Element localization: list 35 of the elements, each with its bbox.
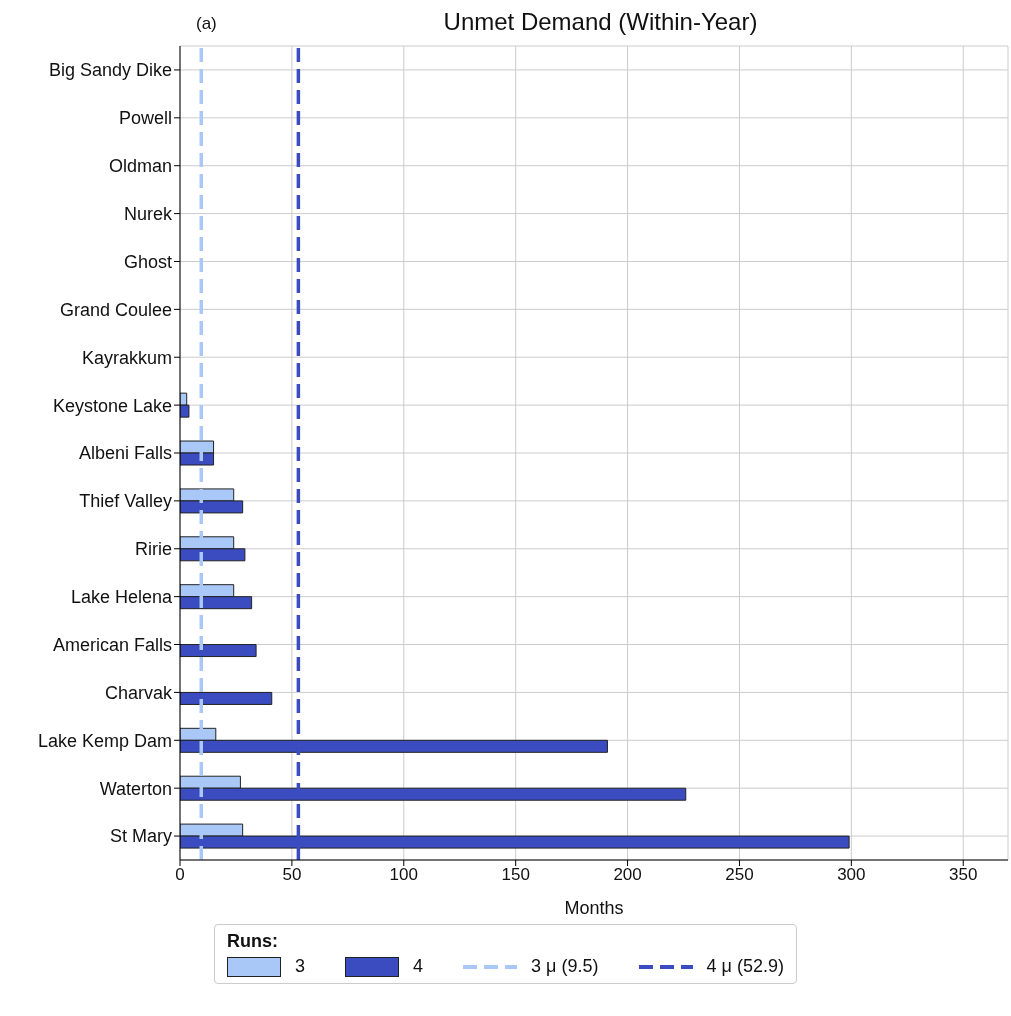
y-tick-label: Nurek bbox=[123, 203, 173, 224]
y-tick-label: St Mary bbox=[109, 826, 172, 847]
y-tick-label: Powell bbox=[118, 108, 172, 129]
chart-title: Unmet Demand (Within-Year) bbox=[443, 8, 758, 35]
legend-title: Runs: bbox=[227, 931, 280, 952]
x-tick-label: 200 bbox=[613, 865, 642, 885]
x-tick-label: 100 bbox=[389, 865, 418, 885]
y-tick-label: Thief Valley bbox=[79, 491, 172, 512]
bar bbox=[180, 691, 273, 705]
y-tick-label: American Falls bbox=[52, 634, 172, 655]
y-tick-label: Big Sandy Dike bbox=[48, 60, 172, 81]
y-tick-label: Keystone Lake bbox=[52, 395, 172, 416]
y-tick-label: Oldman bbox=[108, 156, 172, 177]
y-tick-label: Lake Helena bbox=[70, 587, 173, 608]
y-tick-label: Lake Kemp Dam bbox=[37, 730, 172, 751]
y-tick-label: Ghost bbox=[123, 251, 172, 272]
y-tick-label: Charvak bbox=[104, 682, 173, 703]
legend-label: 4 μ (52.9) bbox=[706, 956, 784, 977]
x-tick-label: 350 bbox=[949, 865, 978, 885]
x-tick-label: 150 bbox=[501, 865, 530, 885]
y-tick-label: Grand Coulee bbox=[59, 299, 172, 320]
x-tick-label: 0 bbox=[175, 865, 185, 885]
x-tick-label: 50 bbox=[282, 865, 302, 885]
y-tick-label: Waterton bbox=[99, 778, 172, 799]
legend-label: 3 bbox=[295, 956, 306, 977]
text: (a) bbox=[196, 14, 217, 34]
x-axis-title: Months bbox=[564, 898, 624, 918]
x-tick-label: 300 bbox=[837, 865, 866, 885]
x-tick-label: 250 bbox=[725, 865, 754, 885]
legend-label: 3 μ (9.5) bbox=[531, 956, 599, 977]
y-tick-label: Ririe bbox=[134, 539, 172, 560]
bar bbox=[180, 644, 257, 658]
y-tick-label: Kayrakkum bbox=[81, 347, 172, 368]
y-tick-label: Albeni Falls bbox=[78, 443, 172, 464]
legend-label: 4 bbox=[413, 956, 424, 977]
